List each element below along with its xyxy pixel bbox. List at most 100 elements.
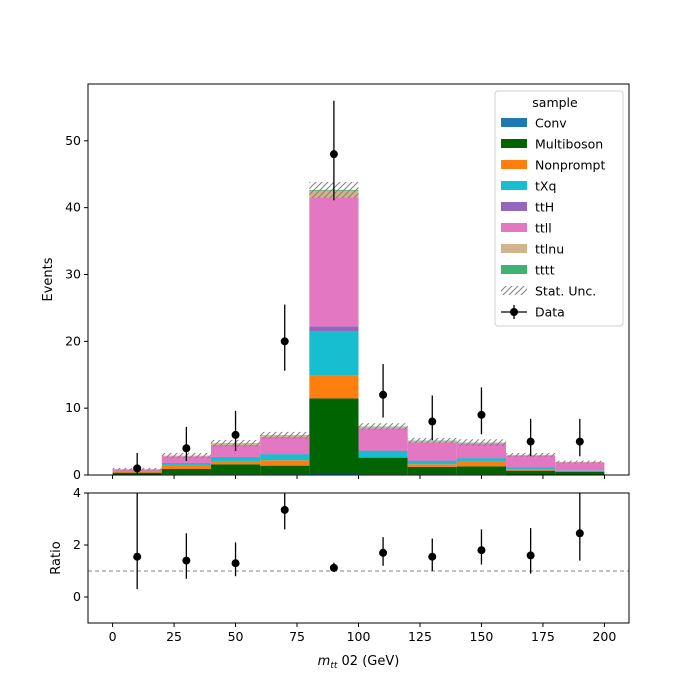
legend-label: Nonprompt [535, 158, 605, 173]
bar-tth [210, 456, 261, 458]
legend-swatch [501, 139, 527, 148]
stack-series-multiboson [112, 398, 605, 475]
x-tick-label: 125 [408, 629, 432, 644]
legend-label: Data [535, 305, 565, 320]
bar-txq [260, 454, 310, 461]
bar-ttll [407, 442, 457, 461]
bar-ttll [358, 428, 408, 451]
ratio-points [133, 493, 584, 590]
bar-ttll [456, 443, 507, 458]
legend-label: ttll [535, 221, 552, 236]
main-y-tick-label: 40 [65, 200, 81, 215]
data-points [133, 100, 584, 474]
bar-multiboson [555, 471, 605, 475]
legend-swatch [501, 223, 527, 232]
main-y-tick-label: 30 [65, 266, 81, 281]
bar-txq [555, 470, 605, 472]
ratio-point [379, 548, 388, 557]
legend-swatch [501, 160, 527, 169]
ratio-y-tick-label: 2 [73, 537, 81, 552]
stat-unc-band [407, 437, 457, 444]
ratio-point [182, 556, 191, 565]
x-tick-label: 100 [347, 629, 371, 644]
stat-unc-band [555, 460, 605, 464]
legend-marker [510, 308, 518, 316]
main-y-tick-label: 50 [65, 133, 81, 148]
stack-series-nonprompt [112, 375, 556, 473]
main-panel: 0 10 20 30 40 50 Events [41, 83, 630, 482]
data-point [231, 430, 240, 439]
bar-multiboson [456, 466, 507, 475]
x-tick-label: 150 [470, 629, 494, 644]
bar-txq [161, 463, 211, 465]
legend-label: Stat. Unc. [535, 284, 596, 299]
bar-multiboson [260, 465, 310, 475]
x-tick-label: 200 [592, 629, 616, 644]
ratio-point [280, 505, 289, 514]
main-y-axis-label: Events [41, 257, 56, 301]
bar-multiboson [210, 464, 261, 475]
bar-nonprompt [506, 469, 556, 471]
ratio-point [329, 563, 338, 572]
ratio-point [428, 552, 437, 561]
bar-ttll [309, 197, 359, 327]
data-point [428, 417, 437, 426]
x-axis-label-subscript: tt [330, 661, 338, 671]
legend-swatch [501, 181, 527, 190]
bar-conv [309, 473, 359, 475]
x-axis-label-rest: 02 (GeV) [337, 654, 399, 669]
bar-txq [456, 458, 507, 461]
legend-swatch [501, 265, 527, 274]
bar-nonprompt [161, 464, 211, 469]
bar-tth [456, 457, 507, 459]
x-tick-label: 50 [228, 629, 244, 644]
data-point [379, 390, 388, 399]
main-y-tick-label: 0 [73, 467, 81, 482]
ratio-y-tick-label: 0 [73, 589, 81, 604]
x-axis-label-text: mtt 02 (GeV) [318, 654, 400, 671]
bar-ttll [260, 436, 310, 454]
ratio-y-tick-label: 4 [73, 485, 81, 500]
stat-unc-band [358, 423, 408, 430]
bar-txq [358, 450, 408, 458]
bar-txq [407, 460, 457, 465]
stat-unc-band [456, 439, 507, 446]
legend-label: ttlnu [535, 242, 564, 257]
bar-nonprompt [309, 375, 359, 399]
main-y-tick-label: 20 [65, 333, 81, 348]
legend-swatch-hatch [501, 286, 527, 295]
ratio-y-axis-label: Ratio [49, 541, 64, 574]
x-axis-label-symbol: m [318, 654, 331, 669]
bar-nonprompt [210, 460, 261, 465]
legend-label: ttH [535, 200, 554, 215]
x-tick-label: 0 [109, 629, 117, 644]
data-point [133, 464, 142, 473]
legend-label: tXq [535, 179, 556, 194]
legend-swatch [501, 202, 527, 211]
legend-swatch [501, 244, 527, 253]
legend-label: Multiboson [535, 137, 603, 152]
stack-series-tth [112, 326, 605, 472]
bar-txq [309, 331, 359, 376]
data-point [182, 444, 191, 453]
x-tick-label: 25 [166, 629, 182, 644]
ratio-frame [87, 492, 630, 624]
x-tick-label: 75 [289, 629, 305, 644]
legend: sample Conv Multiboson Nonprompt tXq ttH ttll t… [494, 90, 624, 327]
bar-txq [506, 467, 556, 470]
ratio-point [133, 552, 142, 561]
ratio-point [575, 529, 584, 538]
bar-nonprompt [456, 460, 507, 467]
legend-label: tttt [535, 263, 555, 278]
data-point [477, 410, 486, 419]
bar-nonprompt [260, 460, 310, 466]
data-point [526, 437, 535, 446]
bar-tth [161, 462, 211, 464]
ratio-point [526, 551, 535, 560]
ratio-point [477, 546, 486, 555]
bar-tth [358, 450, 408, 451]
legend-swatch [501, 118, 527, 127]
bar-tth [407, 460, 457, 461]
legend-label: Conv [535, 116, 567, 131]
